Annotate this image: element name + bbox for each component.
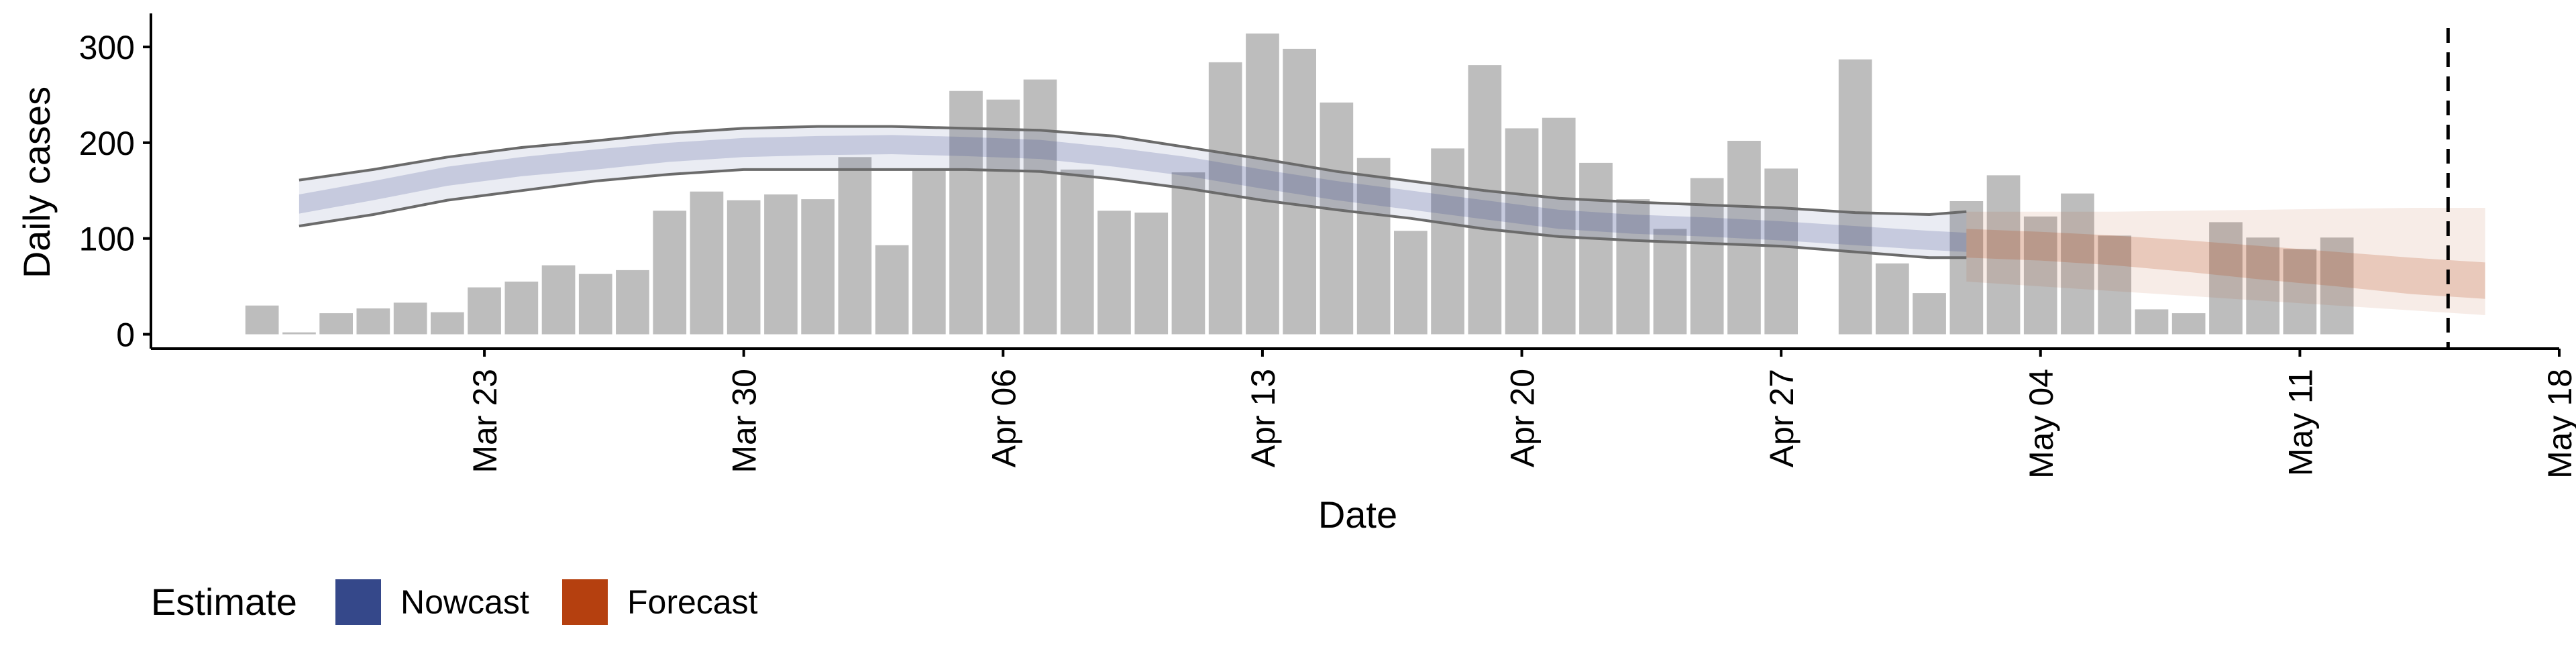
forecast-band-50	[1966, 229, 2485, 299]
bar-2020-05-05	[2061, 193, 2094, 335]
legend: Estimate Nowcast Forecast	[151, 579, 758, 625]
bar-2020-03-27	[616, 270, 649, 335]
bar-2020-04-02	[838, 157, 872, 335]
bar-2020-03-22	[431, 312, 464, 335]
bar-2020-05-04	[2023, 216, 2057, 335]
forecast-band-90	[1966, 208, 2485, 315]
bar-2020-03-30	[727, 200, 761, 335]
bar-2020-03-23	[468, 287, 501, 335]
bar-2020-05-02	[1949, 201, 1984, 335]
lines-layer	[299, 125, 1967, 259]
bar-2020-03-18	[282, 332, 316, 335]
bars-layer	[245, 34, 2354, 335]
y-tick-label-200: 200	[79, 125, 135, 162]
x-axis-title: Date	[1318, 493, 1397, 536]
x-tick-label-2020-04-06: Apr 06	[985, 369, 1022, 467]
bar-2020-04-21	[1542, 117, 1576, 335]
bar-2020-03-25	[541, 265, 576, 335]
bar-2020-04-13	[1246, 34, 1279, 335]
bar-2020-04-17	[1394, 231, 1428, 335]
bar-2020-03-24	[504, 282, 539, 335]
bar-2020-04-15	[1320, 102, 1354, 335]
x-tick-label-2020-05-04: May 04	[2023, 369, 2060, 479]
bar-2020-03-19	[319, 313, 353, 335]
nowcast-lower-line	[299, 168, 1967, 259]
bar-2020-05-08	[2171, 313, 2206, 335]
bar-2020-05-03	[1986, 175, 2021, 335]
bar-2020-03-20	[356, 308, 390, 335]
nowcast-band-90	[299, 126, 1967, 258]
bar-2020-03-29	[690, 191, 724, 335]
bar-2020-03-21	[393, 302, 427, 335]
bar-2020-04-16	[1356, 158, 1391, 335]
bar-2020-03-26	[578, 274, 612, 335]
x-tick-label-2020-04-13: Apr 13	[1244, 369, 1282, 467]
nowcast-band-50	[299, 135, 1967, 252]
bar-2020-04-24	[1653, 229, 1687, 335]
bar-2020-04-10	[1134, 213, 1169, 335]
bar-2020-04-18	[1431, 148, 1464, 335]
x-tick-label-2020-04-20: Apr 20	[1504, 369, 1542, 467]
bar-2020-04-29	[1838, 59, 1872, 335]
nowcast-upper-line	[299, 125, 1967, 217]
bar-2020-04-22	[1579, 162, 1613, 335]
bands-layer	[299, 126, 2485, 315]
bar-2020-05-01	[1913, 293, 1946, 335]
legend-title: Estimate	[151, 581, 297, 623]
bar-2020-04-19	[1468, 65, 1502, 335]
bar-2020-03-31	[764, 194, 798, 335]
bar-2020-04-14	[1283, 48, 1316, 335]
bar-2020-05-06	[2098, 235, 2132, 335]
legend-label-forecast: Forecast	[627, 583, 758, 621]
bar-2020-04-01	[801, 199, 835, 335]
legend-key-forecast	[562, 579, 608, 625]
bar-2020-04-03	[875, 245, 909, 335]
bar-2020-05-12	[2320, 237, 2354, 335]
bar-2020-04-05	[949, 91, 983, 335]
bar-2020-04-12	[1208, 62, 1242, 335]
x-tick-label-2020-05-18: May 18	[2541, 369, 2576, 479]
y-tick-label-300: 300	[79, 29, 135, 66]
bar-2020-05-11	[2283, 249, 2317, 335]
bar-2020-04-27	[1764, 168, 1798, 335]
bar-2020-03-28	[653, 211, 687, 335]
bar-2020-04-30	[1876, 263, 1909, 335]
legend-key-nowcast	[335, 579, 381, 625]
bar-2020-04-25	[1690, 178, 1724, 335]
bar-2020-05-07	[2135, 309, 2169, 335]
bar-2020-05-09	[2209, 222, 2243, 335]
bar-2020-04-06	[986, 99, 1020, 335]
bar-2020-04-09	[1097, 211, 1131, 335]
y-tick-label-0: 0	[116, 316, 135, 354]
bar-2020-04-23	[1616, 199, 1650, 335]
x-tick-label-2020-03-23: Mar 23	[466, 369, 504, 473]
y-tick-label-100: 100	[79, 221, 135, 258]
axes-layer: 0 100 200 300 Mar 23 Mar 30 Apr 06 Apr 13 Apr 20…	[79, 13, 2576, 479]
x-tick-label-2020-05-11: May 11	[2282, 369, 2319, 476]
x-tick-label-2020-04-27: Apr 27	[1763, 369, 1801, 467]
bar-2020-04-08	[1060, 169, 1094, 335]
bar-2020-04-07	[1023, 79, 1057, 335]
bar-2020-04-26	[1727, 141, 1761, 335]
bar-2020-05-10	[2246, 237, 2279, 335]
legend-label-nowcast: Nowcast	[400, 583, 529, 621]
x-tick-label-2020-03-30: Mar 30	[726, 369, 763, 473]
y-axis-title: Daily cases	[15, 86, 58, 278]
bar-2020-04-04	[912, 168, 946, 335]
bar-2020-04-11	[1171, 172, 1205, 335]
bar-2020-03-17	[245, 305, 279, 335]
